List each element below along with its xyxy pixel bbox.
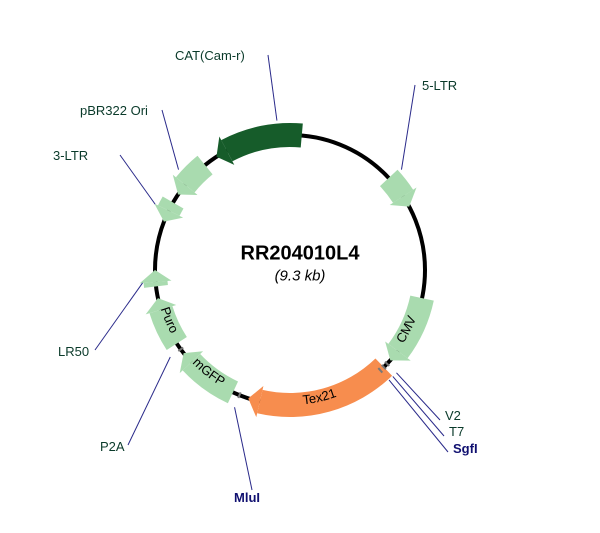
label-mlui: MluI: [234, 490, 260, 505]
label-3-ltr: 3-LTR: [53, 148, 88, 163]
label-5-ltr: 5-LTR: [422, 78, 457, 93]
label-cat-cam-r-: CAT(Cam-r): [175, 48, 245, 63]
plasmid-name: RR204010L4: [241, 242, 360, 265]
label-t7: T7: [449, 424, 464, 439]
label-v2: V2: [445, 408, 461, 423]
label-sgfi: SgfI: [453, 441, 478, 456]
label-lr50: LR50: [58, 344, 89, 359]
center-title-block: RR204010L4 (9.3 kb): [241, 242, 360, 284]
label-pbr322-ori: pBR322 Ori: [80, 103, 148, 118]
label-p2a: P2A: [100, 439, 125, 454]
plasmid-size: (9.3 kb): [241, 267, 360, 284]
